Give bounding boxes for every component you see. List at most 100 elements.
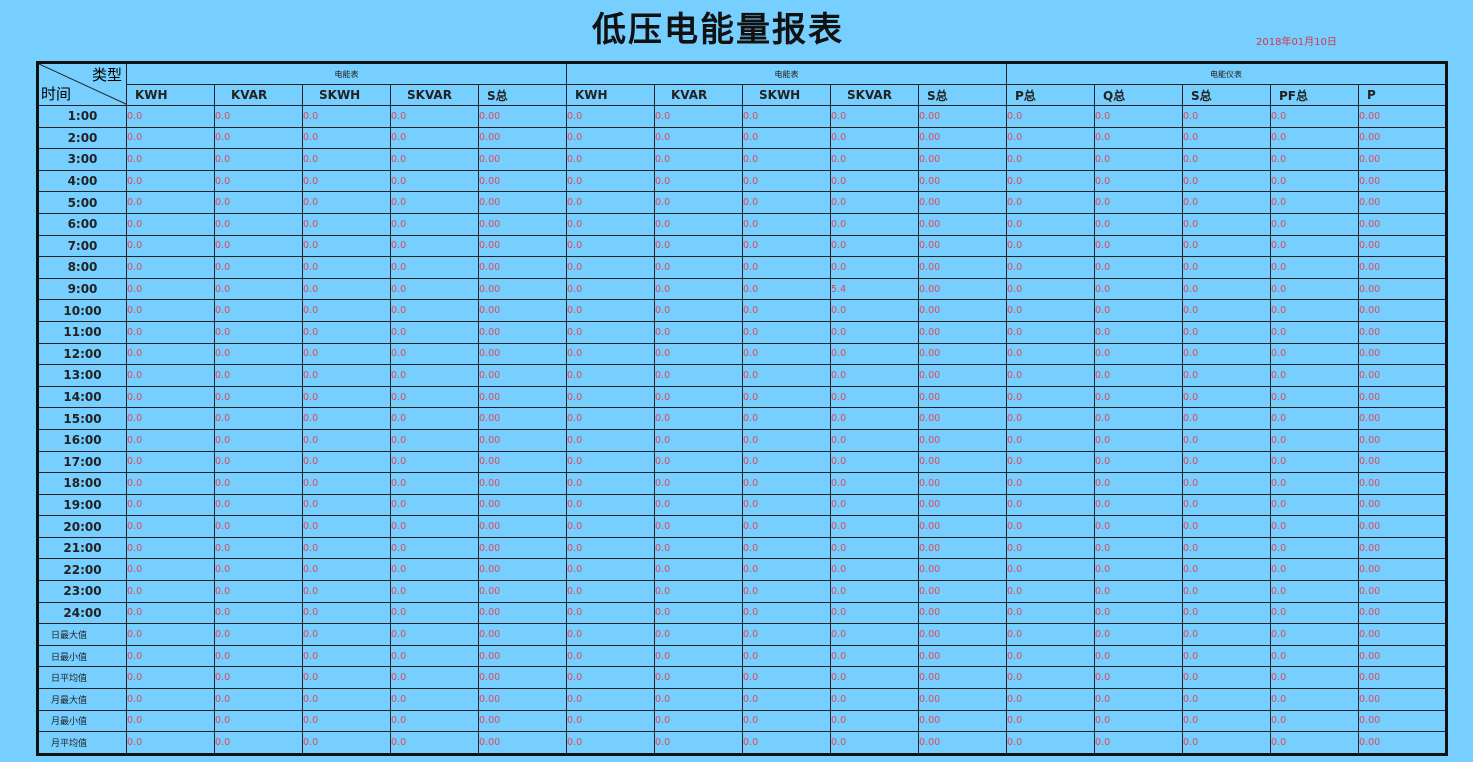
value-cell: 0.00 (1358, 191, 1447, 214)
value-cell: 0.0 (214, 105, 303, 128)
value-cell: 0.00 (1358, 515, 1447, 538)
value-cell: 0.00 (1358, 601, 1447, 625)
table-row: 日最大值 0.0 0.0 0.0 0.0 0.00 0.0 0.0 0.0 0.0 0.00 0.0 0… (37, 623, 1447, 646)
column-header: SKVAR (830, 84, 919, 106)
value-cell: 0.0 (742, 601, 831, 625)
value-cell: 0.00 (918, 277, 1007, 301)
value-cell: 0.0 (1094, 256, 1183, 279)
value-cell: 0.0 (302, 666, 391, 690)
value-cell: 0.0 (742, 623, 831, 646)
value-cell: 0.0 (1182, 493, 1271, 517)
value-cell: 0.0 (1270, 169, 1359, 193)
value-cell: 0.0 (1094, 709, 1183, 733)
value-cell: 0.0 (830, 493, 919, 517)
value-cell: 0.0 (390, 472, 479, 495)
value-cell: 0.0 (1006, 731, 1095, 755)
value-cell: 0.0 (214, 450, 303, 474)
value-cell: 0.0 (1006, 688, 1095, 711)
value-cell: 0.0 (1270, 212, 1359, 236)
value-cell: 0.00 (918, 320, 1007, 344)
value-cell: 0.0 (214, 234, 303, 258)
value-cell: 0.0 (1006, 191, 1095, 214)
value-cell: 0.0 (566, 731, 655, 755)
value-cell: 0.0 (566, 666, 655, 690)
value-cell: 0.0 (1270, 601, 1359, 625)
value-cell: 0.00 (918, 666, 1007, 690)
row-label: 月平均值 (37, 731, 127, 755)
row-label: 13:00 (37, 364, 127, 387)
value-cell: 0.0 (566, 169, 655, 193)
value-cell: 0.0 (830, 385, 919, 409)
value-cell: 0.0 (390, 623, 479, 646)
value-cell: 0.00 (918, 731, 1007, 755)
value-cell: 0.0 (126, 601, 215, 625)
value-cell: 0.0 (566, 623, 655, 646)
value-cell: 0.0 (1270, 493, 1359, 517)
value-cell: 0.0 (1270, 558, 1359, 582)
value-cell: 0.0 (1006, 666, 1095, 690)
value-cell: 0.0 (654, 126, 743, 150)
value-cell: 0.0 (126, 256, 215, 279)
corner-type-label: 类型 (91, 66, 122, 84)
value-cell: 0.0 (126, 666, 215, 690)
value-cell: 0.0 (654, 320, 743, 344)
value-cell: 0.00 (918, 407, 1007, 430)
value-cell: 0.0 (1182, 364, 1271, 387)
value-cell: 0.00 (1358, 536, 1447, 560)
value-cell: 0.0 (126, 320, 215, 344)
value-cell: 0.0 (1006, 493, 1095, 517)
value-cell: 0.00 (1358, 148, 1447, 171)
value-cell: 0.0 (1094, 364, 1183, 387)
value-cell: 0.0 (654, 709, 743, 733)
value-cell: 0.00 (478, 191, 567, 214)
value-cell: 0.00 (1358, 364, 1447, 387)
value-cell: 0.0 (1006, 169, 1095, 193)
value-cell: 0.0 (126, 472, 215, 495)
value-cell: 0.0 (126, 212, 215, 236)
row-label: 3:00 (37, 148, 127, 171)
value-cell: 0.0 (214, 472, 303, 495)
value-cell: 0.00 (478, 407, 567, 430)
value-cell: 0.0 (1006, 320, 1095, 344)
value-cell: 0.0 (566, 364, 655, 387)
value-cell: 0.0 (1006, 709, 1095, 733)
value-cell: 0.0 (1182, 472, 1271, 495)
value-cell: 0.0 (654, 601, 743, 625)
value-cell: 0.00 (478, 623, 567, 646)
value-cell: 0.0 (1270, 428, 1359, 452)
value-cell: 0.0 (1270, 364, 1359, 387)
table-row: 10:00 0.0 0.0 0.0 0.0 0.00 0.0 0.0 0.0 0.0 0.00 0.0… (37, 299, 1447, 322)
value-cell: 0.0 (214, 212, 303, 236)
row-label: 7:00 (37, 234, 127, 258)
value-cell: 0.0 (566, 191, 655, 214)
value-cell: 0.00 (478, 299, 567, 322)
value-cell: 0.0 (214, 493, 303, 517)
value-cell: 0.0 (302, 601, 391, 625)
value-cell: 0.0 (654, 666, 743, 690)
value-cell: 0.0 (1094, 342, 1183, 366)
value-cell: 0.00 (478, 320, 567, 344)
value-cell: 0.0 (742, 536, 831, 560)
value-cell: 0.0 (302, 472, 391, 495)
value-cell: 0.0 (830, 407, 919, 430)
value-cell: 0.0 (742, 493, 831, 517)
value-cell: 0.0 (1094, 385, 1183, 409)
value-cell: 0.00 (1358, 256, 1447, 279)
value-cell: 0.0 (1182, 644, 1271, 668)
value-cell: 0.0 (390, 515, 479, 538)
value-cell: 0.0 (1182, 212, 1271, 236)
value-cell: 0.0 (654, 428, 743, 452)
value-cell: 0.0 (214, 299, 303, 322)
value-cell: 0.0 (126, 428, 215, 452)
value-cell: 0.0 (302, 731, 391, 755)
column-header: S总 (918, 84, 1007, 106)
value-cell: 0.0 (830, 342, 919, 366)
value-cell: 0.0 (1006, 472, 1095, 495)
value-cell: 0.00 (478, 666, 567, 690)
value-cell: 0.0 (126, 407, 215, 430)
value-cell: 0.0 (566, 472, 655, 495)
value-cell: 0.0 (654, 580, 743, 603)
value-cell: 0.0 (302, 644, 391, 668)
value-cell: 5.4 (830, 277, 919, 301)
value-cell: 0.0 (742, 364, 831, 387)
